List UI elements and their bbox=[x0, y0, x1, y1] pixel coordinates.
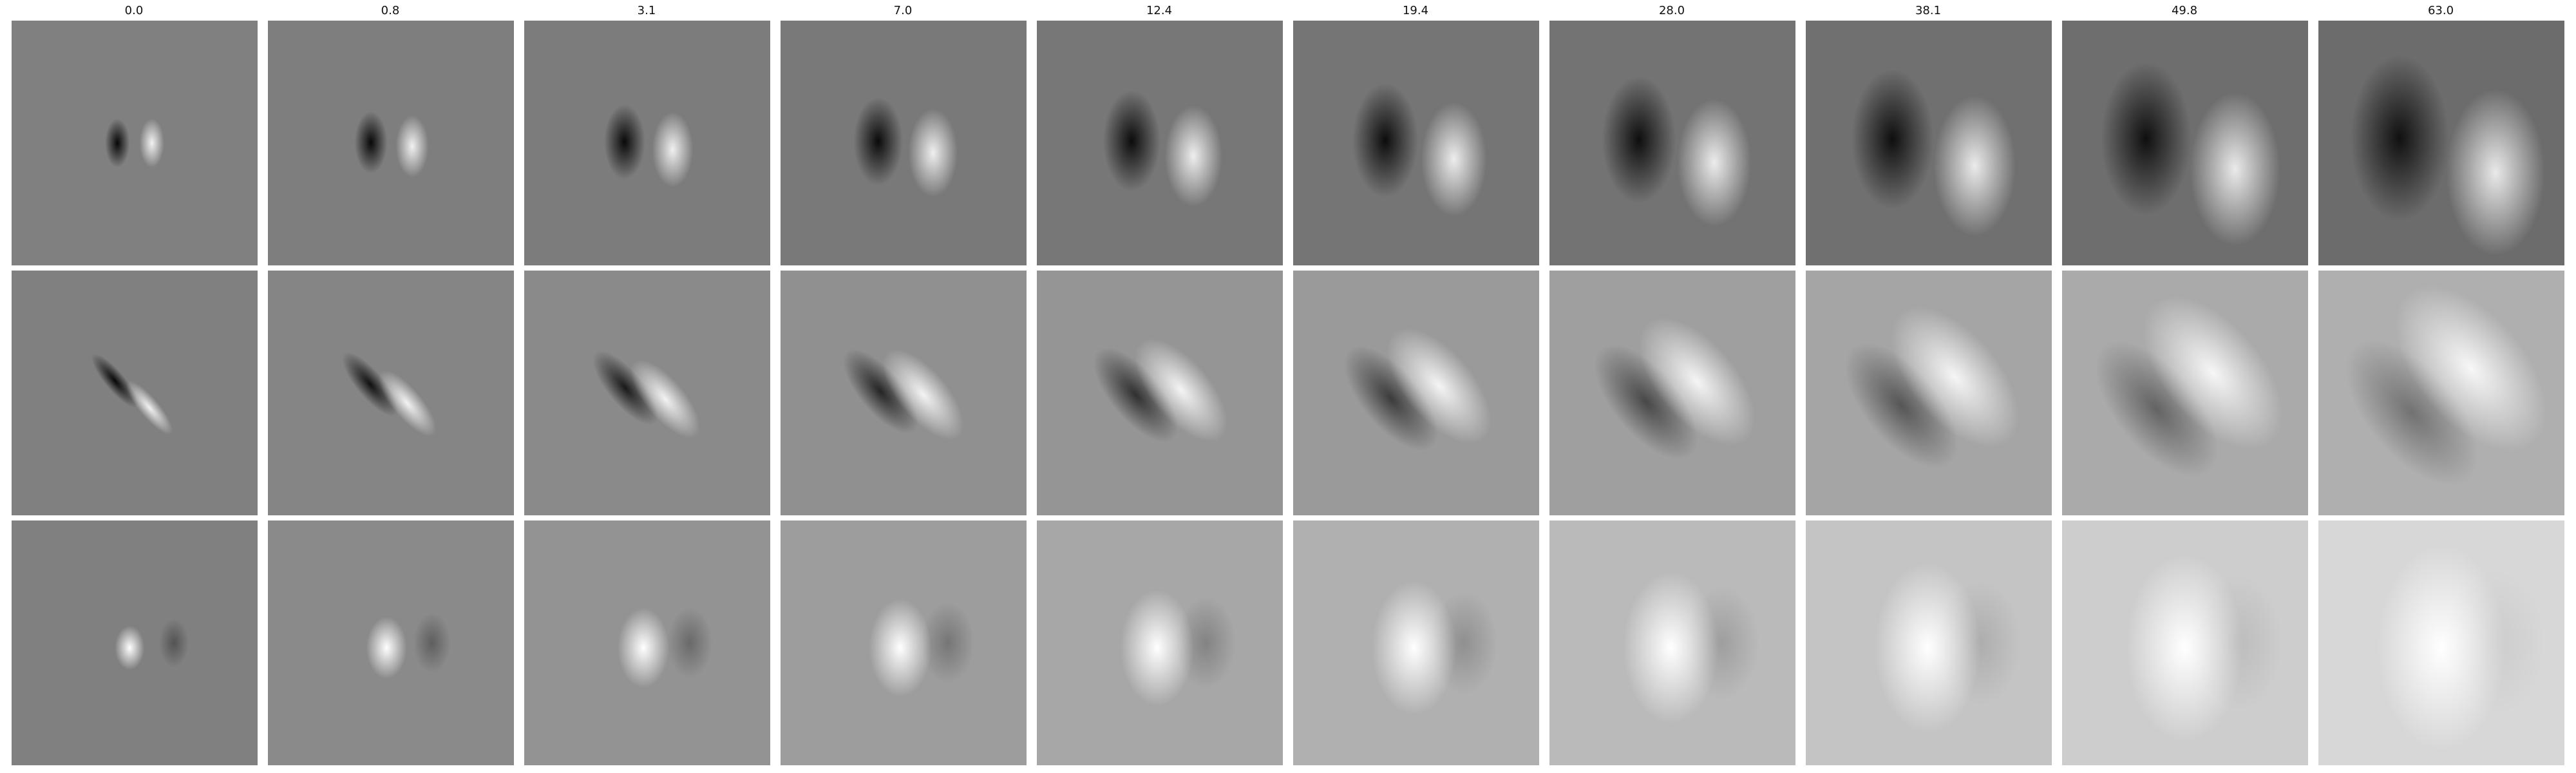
column-title: 0.0 bbox=[124, 4, 144, 17]
filter-tile bbox=[2318, 271, 2564, 515]
dark-lobe bbox=[1602, 76, 1676, 204]
column-title: 28.0 bbox=[1658, 4, 1685, 17]
light-lobe bbox=[1372, 580, 1456, 715]
light-lobe bbox=[2395, 285, 2547, 452]
dark-lobe bbox=[667, 607, 713, 678]
light-lobe bbox=[2377, 545, 2506, 751]
dark-lobe bbox=[159, 618, 189, 667]
dark-lobe bbox=[105, 119, 130, 167]
light-lobe bbox=[1387, 328, 1492, 444]
column-title: 0.8 bbox=[381, 4, 400, 17]
light-lobe bbox=[378, 370, 437, 437]
dark-lobe bbox=[1103, 90, 1160, 192]
filter-tile bbox=[2062, 21, 2308, 265]
dark-lobe bbox=[2345, 339, 2479, 486]
column-title: 12.4 bbox=[1146, 4, 1173, 17]
column-title: 49.8 bbox=[2171, 4, 2198, 17]
filter-tile bbox=[2062, 520, 2308, 765]
light-lobe bbox=[115, 625, 145, 670]
dark-lobe bbox=[1352, 83, 1418, 198]
filter-tile bbox=[1806, 271, 2052, 515]
light-lobe bbox=[882, 349, 964, 440]
light-lobe bbox=[1120, 589, 1194, 706]
dark-lobe bbox=[853, 97, 903, 186]
dark-lobe bbox=[91, 354, 138, 408]
light-lobe bbox=[366, 616, 407, 679]
filter-tile bbox=[268, 520, 514, 765]
light-lobe bbox=[2126, 553, 2243, 742]
dark-lobe bbox=[354, 111, 388, 174]
light-lobe bbox=[1933, 95, 2016, 236]
filter-tile bbox=[268, 271, 514, 515]
filter-tile bbox=[1549, 520, 1795, 765]
light-lobe bbox=[2446, 89, 2545, 256]
filter-tile bbox=[1549, 21, 1795, 265]
light-lobe bbox=[2143, 296, 2283, 450]
filter-tile bbox=[1037, 271, 1283, 515]
filter-tile bbox=[12, 520, 258, 765]
dark-lobe bbox=[1094, 347, 1179, 443]
filter-tile bbox=[781, 271, 1027, 515]
filter-tile bbox=[781, 21, 1027, 265]
filter-tile bbox=[12, 21, 258, 265]
filter-tile bbox=[1549, 271, 1795, 515]
filter-tile bbox=[1037, 21, 1283, 265]
light-lobe bbox=[1164, 105, 1222, 207]
light-lobe bbox=[908, 108, 958, 197]
light-lobe bbox=[1874, 562, 1981, 733]
filter-tile bbox=[524, 21, 770, 265]
light-lobe bbox=[1677, 99, 1752, 227]
filter-tile bbox=[2062, 271, 2308, 515]
filter-tile bbox=[2318, 21, 2564, 265]
filter-tile bbox=[12, 271, 258, 515]
column-title: 19.4 bbox=[1402, 4, 1429, 17]
filter-tile bbox=[1037, 520, 1283, 765]
dark-lobe bbox=[2350, 55, 2449, 222]
light-lobe bbox=[630, 359, 700, 439]
dark-lobe bbox=[1851, 69, 1934, 210]
filter-tile bbox=[524, 520, 770, 765]
light-lobe bbox=[1623, 571, 1719, 724]
dark-lobe bbox=[592, 350, 658, 425]
filter-tile bbox=[268, 21, 514, 265]
dark-lobe bbox=[1844, 342, 1958, 469]
dark-lobe bbox=[843, 348, 918, 434]
column-title: 7.0 bbox=[893, 4, 913, 17]
dark-lobe bbox=[413, 613, 451, 673]
filter-tile bbox=[1293, 271, 1539, 515]
dark-lobe bbox=[2101, 62, 2192, 216]
light-lobe bbox=[618, 607, 669, 688]
light-lobe bbox=[2190, 92, 2280, 246]
light-lobe bbox=[1891, 307, 2019, 448]
light-lobe bbox=[395, 115, 429, 178]
light-lobe bbox=[1135, 338, 1228, 442]
light-lobe bbox=[126, 380, 173, 435]
dark-lobe bbox=[1594, 344, 1698, 460]
filter-tile bbox=[1293, 520, 1539, 765]
filter-tile bbox=[781, 520, 1027, 765]
filter-tile bbox=[1806, 21, 2052, 265]
column-title: 3.1 bbox=[637, 4, 656, 17]
dark-lobe bbox=[2095, 341, 2219, 477]
column-title: 38.1 bbox=[1915, 4, 1942, 17]
light-lobe bbox=[869, 598, 932, 697]
dark-lobe bbox=[922, 602, 974, 684]
column-title: 63.0 bbox=[2427, 4, 2454, 17]
dark-lobe bbox=[603, 104, 645, 180]
light-lobe bbox=[1421, 102, 1487, 216]
light-lobe bbox=[1639, 318, 1756, 446]
light-lobe bbox=[139, 119, 164, 167]
filter-tile bbox=[1806, 520, 2052, 765]
dark-lobe bbox=[342, 352, 399, 417]
light-lobe bbox=[652, 111, 694, 187]
dark-lobe bbox=[1343, 345, 1438, 452]
filter-tile bbox=[524, 271, 770, 515]
filter-tile bbox=[2318, 520, 2564, 765]
filter-tile bbox=[1293, 21, 1539, 265]
